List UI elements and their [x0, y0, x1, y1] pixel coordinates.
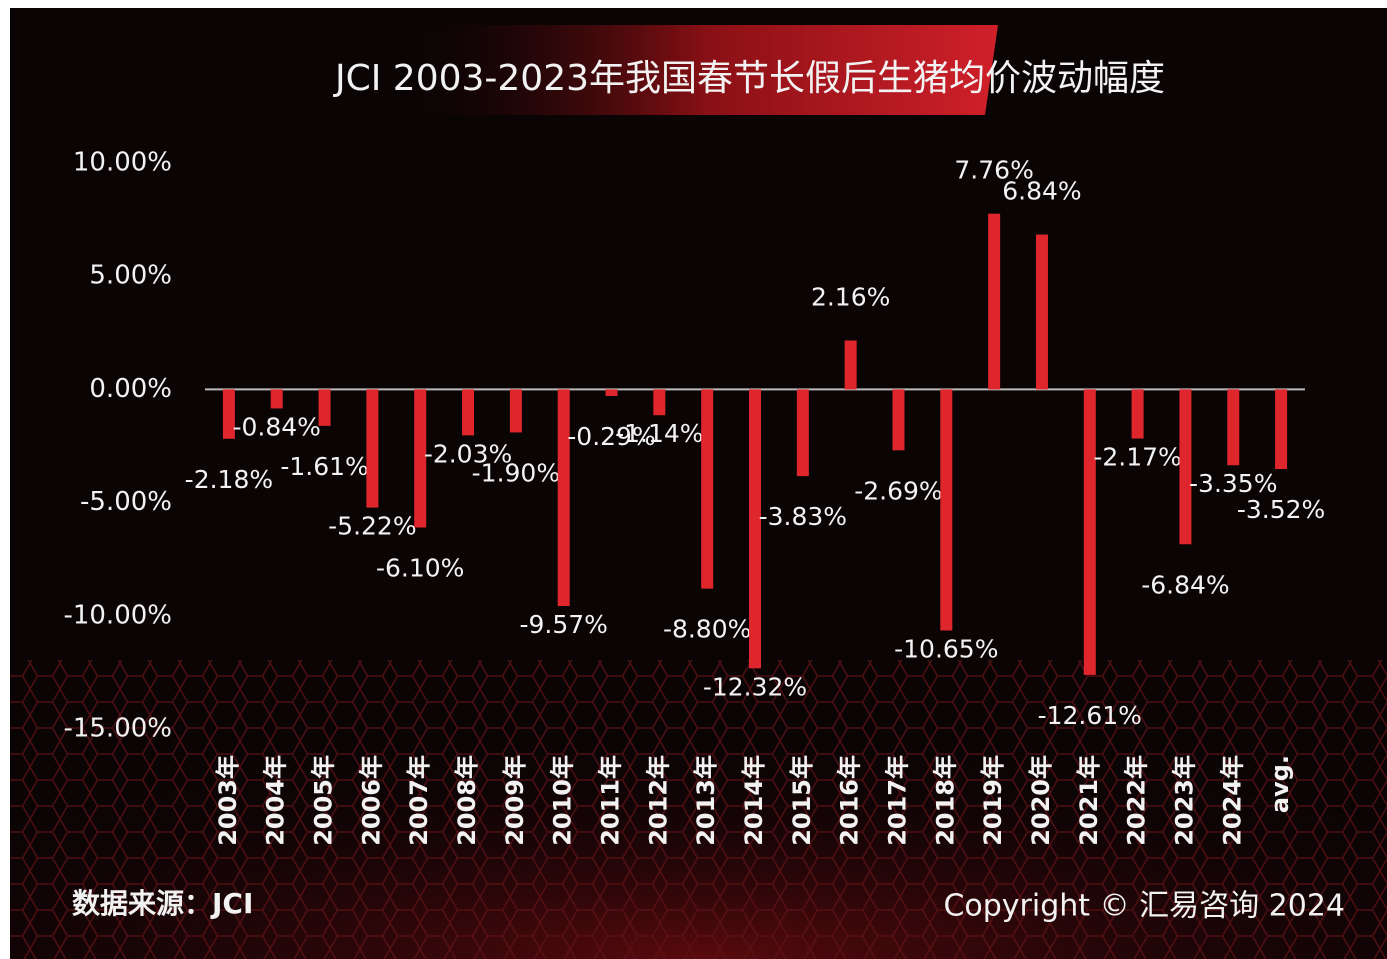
x-tick-label: 2003年 [214, 755, 242, 846]
source: 数据来源：JCI [72, 887, 253, 920]
bar [605, 389, 618, 396]
x-tick-label: 2012年 [644, 755, 672, 846]
bar [509, 389, 522, 433]
value-label: -1.14% [615, 419, 703, 448]
bar [462, 389, 475, 436]
bar [1035, 234, 1048, 390]
x-tick-label: 2013年 [692, 755, 720, 846]
bar [318, 389, 331, 426]
x-tick-label: 2024年 [1218, 755, 1246, 846]
bar [749, 389, 761, 669]
x-tick-label: 2007年 [405, 755, 433, 846]
bar [796, 389, 809, 477]
x-tick-label: 2005年 [310, 755, 338, 846]
x-tick-label: 2010年 [549, 755, 577, 846]
hex-pattern [10, 660, 1387, 959]
bar [892, 389, 905, 451]
x-tick-label: 2016年 [836, 755, 864, 846]
x-tick-label: 2014年 [740, 755, 768, 846]
value-label: -2.03% [424, 439, 512, 468]
value-label: -0.29% [567, 422, 655, 451]
bar [222, 389, 235, 439]
value-label: 2.16% [811, 282, 890, 311]
y-tick-label: 5.00% [89, 261, 172, 291]
value-label: -12.32% [703, 672, 807, 701]
x-tick-label: 2004年 [262, 755, 290, 846]
bar [270, 389, 283, 409]
bar [653, 389, 666, 416]
value-label: -5.22% [328, 512, 416, 541]
bar [1179, 389, 1192, 545]
bar [1083, 389, 1096, 675]
y-tick-label: -15.00% [63, 714, 172, 744]
x-tick-label: 2019年 [979, 755, 1007, 846]
x-tick-label: 2006年 [357, 755, 385, 846]
bar [557, 389, 570, 607]
bar [414, 389, 427, 528]
value-label: 7.76% [954, 156, 1033, 185]
y-tick-label: 10.00% [73, 148, 172, 178]
value-label: -2.18% [185, 465, 273, 494]
y-tick-label: -5.00% [80, 487, 172, 517]
y-tick-label: -10.00% [63, 600, 172, 630]
x-tick-label: 2021年 [1075, 755, 1103, 846]
value-label: -6.10% [376, 554, 464, 583]
value-label: -3.83% [759, 502, 847, 531]
bar [844, 340, 857, 390]
value-label: -6.84% [1141, 570, 1229, 599]
x-tick-label: 2018年 [931, 755, 959, 846]
value-label: -1.90% [472, 458, 560, 487]
bar [366, 389, 379, 508]
copyright: Copyright © 汇易咨询 2024 [943, 889, 1345, 924]
value-label: -8.80% [663, 615, 751, 644]
value-label: -9.57% [519, 610, 607, 639]
x-tick-label: 2009年 [501, 755, 529, 846]
value-label: -2.69% [854, 476, 942, 505]
bar [940, 389, 953, 631]
y-tick-label: 0.00% [89, 374, 172, 404]
x-tick-label: 2020年 [1027, 755, 1055, 846]
value-label: -3.35% [1189, 469, 1277, 498]
x-tick-label: avg. [1266, 755, 1294, 813]
x-tick-label: 2011年 [597, 755, 625, 846]
bar [1227, 389, 1240, 466]
x-tick-label: 2017年 [883, 755, 911, 846]
value-label: 6.84% [1002, 177, 1081, 206]
bar [701, 389, 714, 589]
value-label: -3.52% [1237, 495, 1325, 524]
x-tick-label: 2023年 [1170, 755, 1198, 846]
value-label: -1.61% [280, 452, 368, 481]
value-label: -12.61% [1038, 701, 1142, 730]
x-tick-label: 2022年 [1123, 755, 1151, 846]
bar [1275, 389, 1288, 470]
bar [1131, 389, 1144, 439]
title-banner [420, 25, 998, 115]
value-label: -10.65% [894, 635, 998, 664]
bar [988, 213, 1001, 390]
value-label: -2.17% [1093, 443, 1181, 472]
value-label: -0.84% [233, 412, 321, 441]
x-tick-label: 2008年 [453, 755, 481, 846]
chart-title: JCI 2003-2023年我国春节长假后生猪均价波动幅度 [333, 58, 1165, 99]
x-tick-label: 2015年 [788, 755, 816, 846]
